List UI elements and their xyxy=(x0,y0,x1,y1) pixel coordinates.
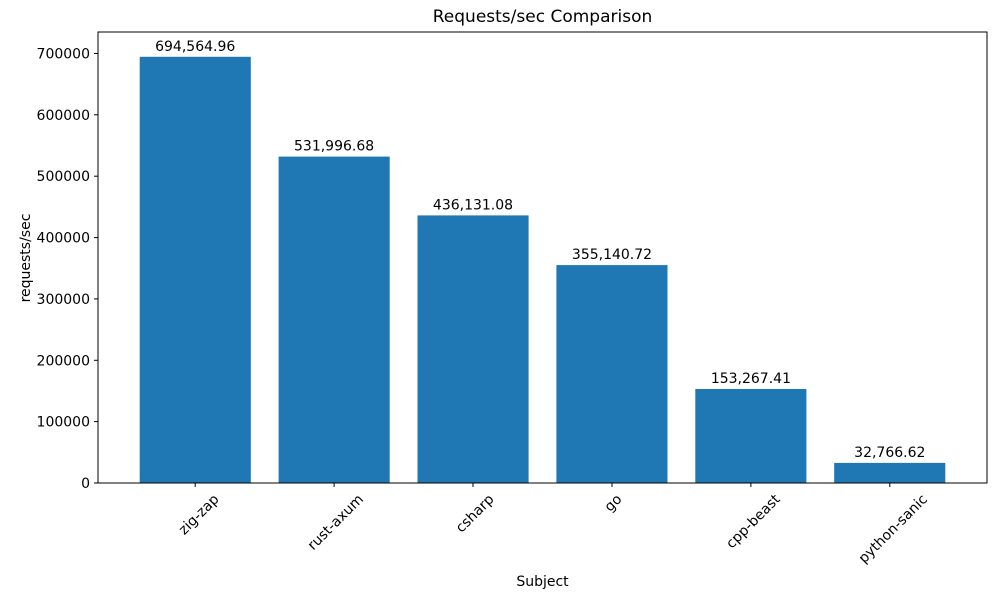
axes-frame xyxy=(97,31,988,484)
chart-title: Requests/sec Comparison xyxy=(432,7,653,27)
x-tick-label-cpp-beast: cpp-beast xyxy=(723,491,784,552)
bar-value-label: 153,267.41 xyxy=(711,371,791,387)
bar-value-label: 32,766.62 xyxy=(854,445,925,461)
bar-value-label: 436,131.08 xyxy=(433,197,513,213)
x-tick-label-go: go xyxy=(602,492,626,516)
y-tick-label: 300000 xyxy=(37,292,90,308)
bar-value-label: 694,564.96 xyxy=(155,39,235,55)
bar-python-sanic xyxy=(834,462,946,483)
y-tick-label: 100000 xyxy=(37,415,90,431)
bar-rust-axum xyxy=(278,156,390,483)
y-tick-label: 200000 xyxy=(37,353,90,369)
bar-go xyxy=(556,265,668,483)
bar-cpp-beast xyxy=(695,389,807,483)
x-axis-label: Subject xyxy=(516,574,569,590)
x-tick-label-zig-zap: zig-zap xyxy=(176,491,223,538)
x-tick-label-csharp: csharp xyxy=(453,491,498,536)
y-axis-label: requests/sec xyxy=(18,213,34,303)
bar-value-label: 531,996.68 xyxy=(294,139,374,155)
y-tick-label: 500000 xyxy=(37,169,90,185)
y-tick-label: 0 xyxy=(81,476,90,492)
bar-value-label: 355,140.72 xyxy=(572,247,652,263)
y-tick-label: 700000 xyxy=(37,47,90,63)
x-tick-label-python-sanic: python-sanic xyxy=(856,492,931,567)
bar-zig-zap xyxy=(139,56,251,484)
bar-csharp xyxy=(417,215,529,483)
y-tick-label: 400000 xyxy=(37,231,90,247)
x-tick-label-rust-axum: rust-axum xyxy=(305,492,367,554)
y-tick-label: 600000 xyxy=(37,108,90,124)
